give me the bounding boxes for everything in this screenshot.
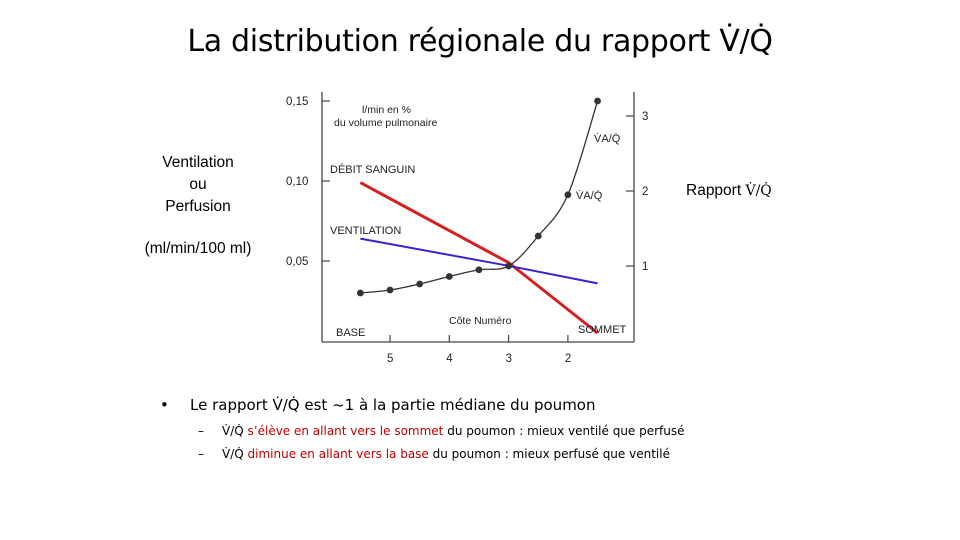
- va-q-point: [445, 273, 453, 280]
- sub1-rest: du poumon : mieux ventilé que perfusé: [447, 424, 685, 438]
- chart-axes: [321, 92, 635, 343]
- va-q-point: [356, 289, 364, 297]
- sub1-highlight: s’élève en allant vers le sommet: [247, 424, 444, 438]
- va-q-point: [564, 191, 572, 199]
- chart-ticks: 0,15 0,10 0,05 3 2 1 5 4 3 2: [286, 96, 648, 365]
- bullet-list: • Le rapport V̇/Q̇ est ~1 à la partie méd…: [160, 396, 920, 470]
- right-tick-label: 3: [642, 111, 648, 123]
- left-axis-label: Ventilation ou Perfusion: [132, 152, 264, 218]
- left-tick-label: 0,15: [286, 96, 308, 108]
- x-tick-label: 5: [387, 353, 393, 365]
- bullet-main: • Le rapport V̇/Q̇ est ~1 à la partie méd…: [160, 396, 920, 414]
- left-label-line: Perfusion: [165, 198, 231, 215]
- unit-label-line2: du volume pulmonaire: [334, 117, 437, 129]
- chart-series: [356, 97, 601, 335]
- right-axis-label: Rapport V̇/Q̇: [686, 182, 772, 200]
- x-tick-label: 2: [565, 353, 571, 365]
- va-q-label-top: V̇A/Q̇: [594, 132, 621, 145]
- left-axis-unit: (ml/min/100 ml): [144, 240, 252, 257]
- chart-labels: l/min en % du volume pulmonaire DÉBIT SA…: [330, 104, 627, 339]
- cote-numero-label: Côte Numéro: [449, 315, 512, 327]
- base-label: BASE: [336, 327, 365, 339]
- left-tick-label: 0,10: [286, 176, 308, 188]
- left-tick-label: 0,05: [286, 256, 308, 268]
- left-label-line: Ventilation: [162, 154, 234, 171]
- right-label-symbol: V̇/Q̇: [745, 183, 772, 199]
- x-tick-label: 4: [446, 353, 453, 365]
- sub-bullet-base: – V̇/Q̇ diminue en allant vers la base du…: [198, 447, 920, 461]
- bullet-dot: •: [160, 396, 169, 414]
- sub2-rest: du poumon : mieux perfusé que ventilé: [432, 447, 670, 461]
- va-q-curve: [360, 100, 599, 294]
- right-tick-label: 2: [642, 186, 648, 198]
- va-q-point: [386, 286, 394, 294]
- sommet-label: SOMMET: [578, 324, 627, 336]
- sub1-symbol: V̇/Q̇: [222, 424, 244, 438]
- va-q-point: [505, 262, 512, 270]
- x-tick-label: 3: [506, 353, 512, 365]
- va-q-point: [416, 280, 424, 288]
- dash-marker: –: [198, 447, 204, 461]
- va-q-point: [475, 266, 483, 274]
- debit-sanguin-line: [359, 181, 599, 335]
- debit-sanguin-label: DÉBIT SANGUIN: [330, 163, 415, 176]
- va-q-point: [594, 97, 601, 105]
- sub-bullet-sommet: – V̇/Q̇ s’élève en allant vers le sommet …: [198, 424, 920, 438]
- left-label-line: ou: [189, 176, 207, 193]
- right-tick-label: 1: [642, 261, 648, 273]
- unit-label-line1: l/min en %: [362, 104, 411, 116]
- sub2-symbol: V̇/Q̇: [222, 447, 244, 461]
- va-q-label-mid: V̇A/Q̇: [576, 189, 603, 202]
- ventilation-label: VENTILATION: [330, 225, 401, 237]
- chart-figure: 0,15 0,10 0,05 3 2 1 5 4 3 2 l/min en % du volume…: [286, 92, 648, 365]
- bullet-main-text: Le rapport V̇/Q̇ est ~1 à la partie médi…: [190, 396, 596, 414]
- sub2-highlight: diminue en allant vers la base: [247, 447, 429, 461]
- right-label-text: Rapport: [686, 182, 742, 199]
- slide-title: La distribution régionale du rapport V̇/…: [187, 24, 773, 59]
- dash-marker: –: [198, 424, 204, 438]
- va-q-point: [534, 232, 542, 240]
